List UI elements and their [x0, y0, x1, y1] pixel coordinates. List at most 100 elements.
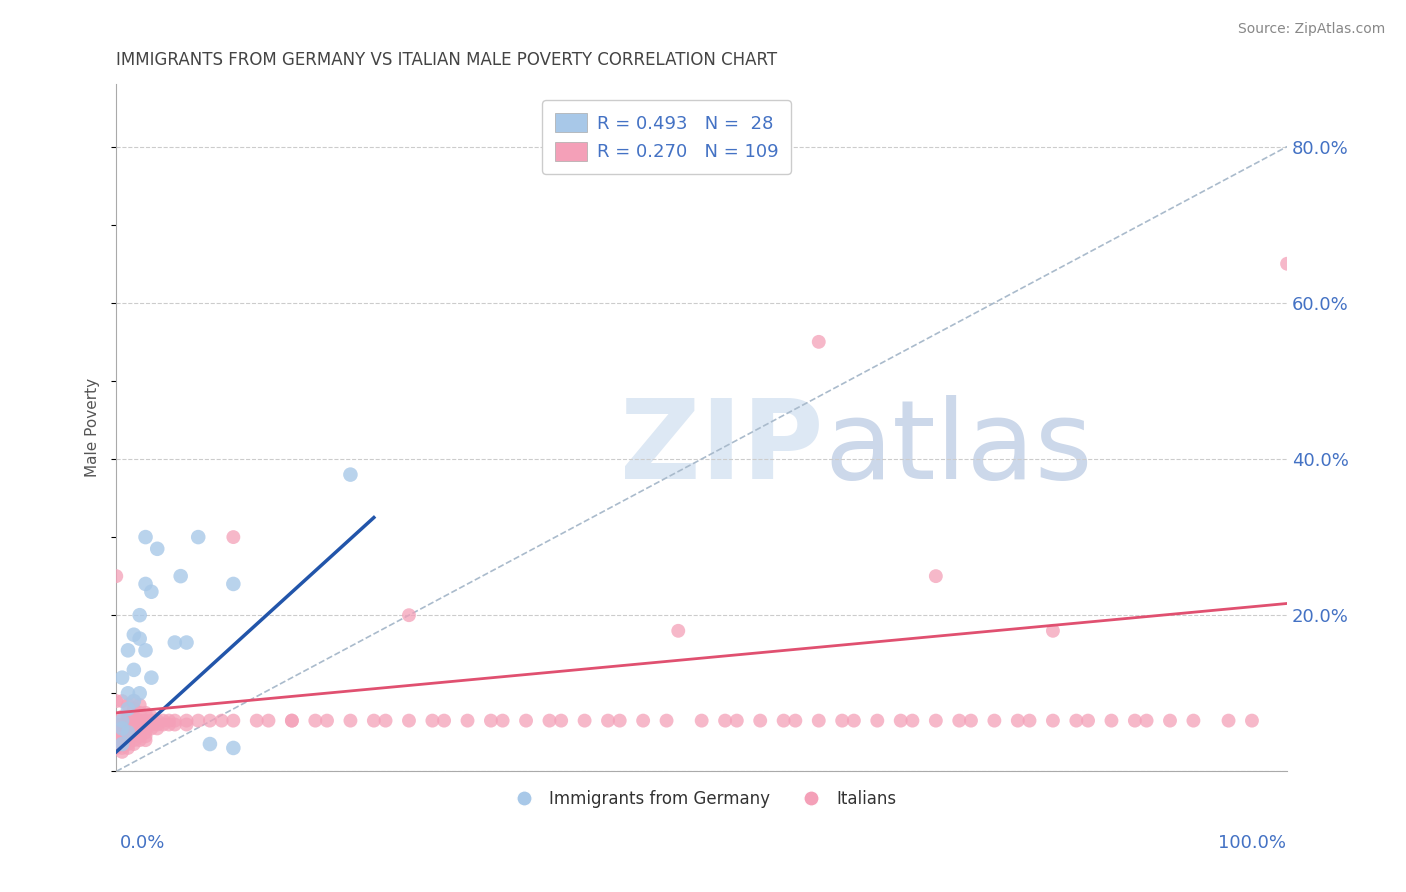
- Point: [128, 725, 150, 739]
- Text: 0.0%: 0.0%: [120, 834, 165, 852]
- Point: [398, 608, 420, 623]
- Point: [198, 714, 221, 728]
- Point: [1066, 714, 1088, 728]
- Point: [222, 577, 245, 591]
- Point: [111, 709, 134, 723]
- Point: [374, 714, 396, 728]
- Point: [117, 686, 139, 700]
- Point: [117, 725, 139, 739]
- Point: [128, 722, 150, 736]
- Text: ZIP: ZIP: [620, 395, 823, 502]
- Point: [128, 714, 150, 728]
- Point: [117, 733, 139, 747]
- Point: [122, 714, 145, 728]
- Point: [111, 737, 134, 751]
- Point: [690, 714, 713, 728]
- Point: [117, 643, 139, 657]
- Point: [550, 714, 572, 728]
- Point: [135, 729, 157, 743]
- Point: [169, 569, 191, 583]
- Point: [157, 714, 180, 728]
- Point: [339, 467, 361, 482]
- Point: [596, 714, 619, 728]
- Point: [135, 722, 157, 736]
- Point: [111, 733, 134, 747]
- Point: [111, 737, 134, 751]
- Point: [163, 635, 186, 649]
- Point: [122, 709, 145, 723]
- Point: [141, 584, 163, 599]
- Point: [1077, 714, 1099, 728]
- Point: [316, 714, 339, 728]
- Point: [152, 717, 174, 731]
- Point: [1218, 714, 1240, 728]
- Point: [105, 733, 128, 747]
- Y-axis label: Male Poverty: Male Poverty: [86, 378, 100, 477]
- Point: [257, 714, 280, 728]
- Point: [1159, 714, 1181, 728]
- Point: [831, 714, 853, 728]
- Point: [901, 714, 924, 728]
- Point: [122, 694, 145, 708]
- Point: [198, 737, 221, 751]
- Point: [925, 569, 948, 583]
- Point: [111, 722, 134, 736]
- Point: [135, 733, 157, 747]
- Point: [128, 632, 150, 646]
- Point: [866, 714, 889, 728]
- Point: [122, 737, 145, 751]
- Point: [135, 530, 157, 544]
- Point: [281, 714, 304, 728]
- Point: [842, 714, 865, 728]
- Point: [117, 725, 139, 739]
- Point: [128, 717, 150, 731]
- Point: [948, 714, 970, 728]
- Point: [117, 698, 139, 712]
- Point: [128, 686, 150, 700]
- Point: [122, 722, 145, 736]
- Point: [117, 714, 139, 728]
- Point: [111, 745, 134, 759]
- Point: [574, 714, 596, 728]
- Point: [135, 577, 157, 591]
- Point: [176, 635, 198, 649]
- Point: [122, 725, 145, 739]
- Point: [222, 530, 245, 544]
- Point: [122, 702, 145, 716]
- Point: [105, 569, 128, 583]
- Point: [122, 628, 145, 642]
- Point: [117, 741, 139, 756]
- Point: [725, 714, 748, 728]
- Point: [538, 714, 561, 728]
- Point: [111, 741, 134, 756]
- Point: [1042, 714, 1064, 728]
- Point: [128, 729, 150, 743]
- Point: [960, 714, 983, 728]
- Point: [141, 717, 163, 731]
- Point: [146, 722, 169, 736]
- Point: [176, 714, 198, 728]
- Point: [211, 714, 233, 728]
- Point: [105, 717, 128, 731]
- Point: [111, 671, 134, 685]
- Point: [128, 698, 150, 712]
- Point: [1135, 714, 1157, 728]
- Point: [1018, 714, 1040, 728]
- Point: [146, 541, 169, 556]
- Point: [363, 714, 385, 728]
- Point: [141, 714, 163, 728]
- Point: [1101, 714, 1123, 728]
- Point: [304, 714, 326, 728]
- Point: [222, 714, 245, 728]
- Point: [117, 737, 139, 751]
- Point: [609, 714, 631, 728]
- Point: [631, 714, 654, 728]
- Point: [666, 624, 689, 638]
- Point: [105, 725, 128, 739]
- Point: [187, 530, 209, 544]
- Point: [111, 694, 134, 708]
- Point: [785, 714, 807, 728]
- Point: [1240, 714, 1263, 728]
- Point: [1007, 714, 1029, 728]
- Text: atlas: atlas: [824, 395, 1092, 502]
